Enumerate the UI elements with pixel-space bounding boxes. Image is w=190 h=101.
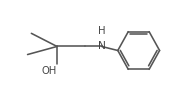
Text: N: N [98,41,106,52]
Text: H: H [98,26,105,36]
Text: OH: OH [42,66,57,76]
